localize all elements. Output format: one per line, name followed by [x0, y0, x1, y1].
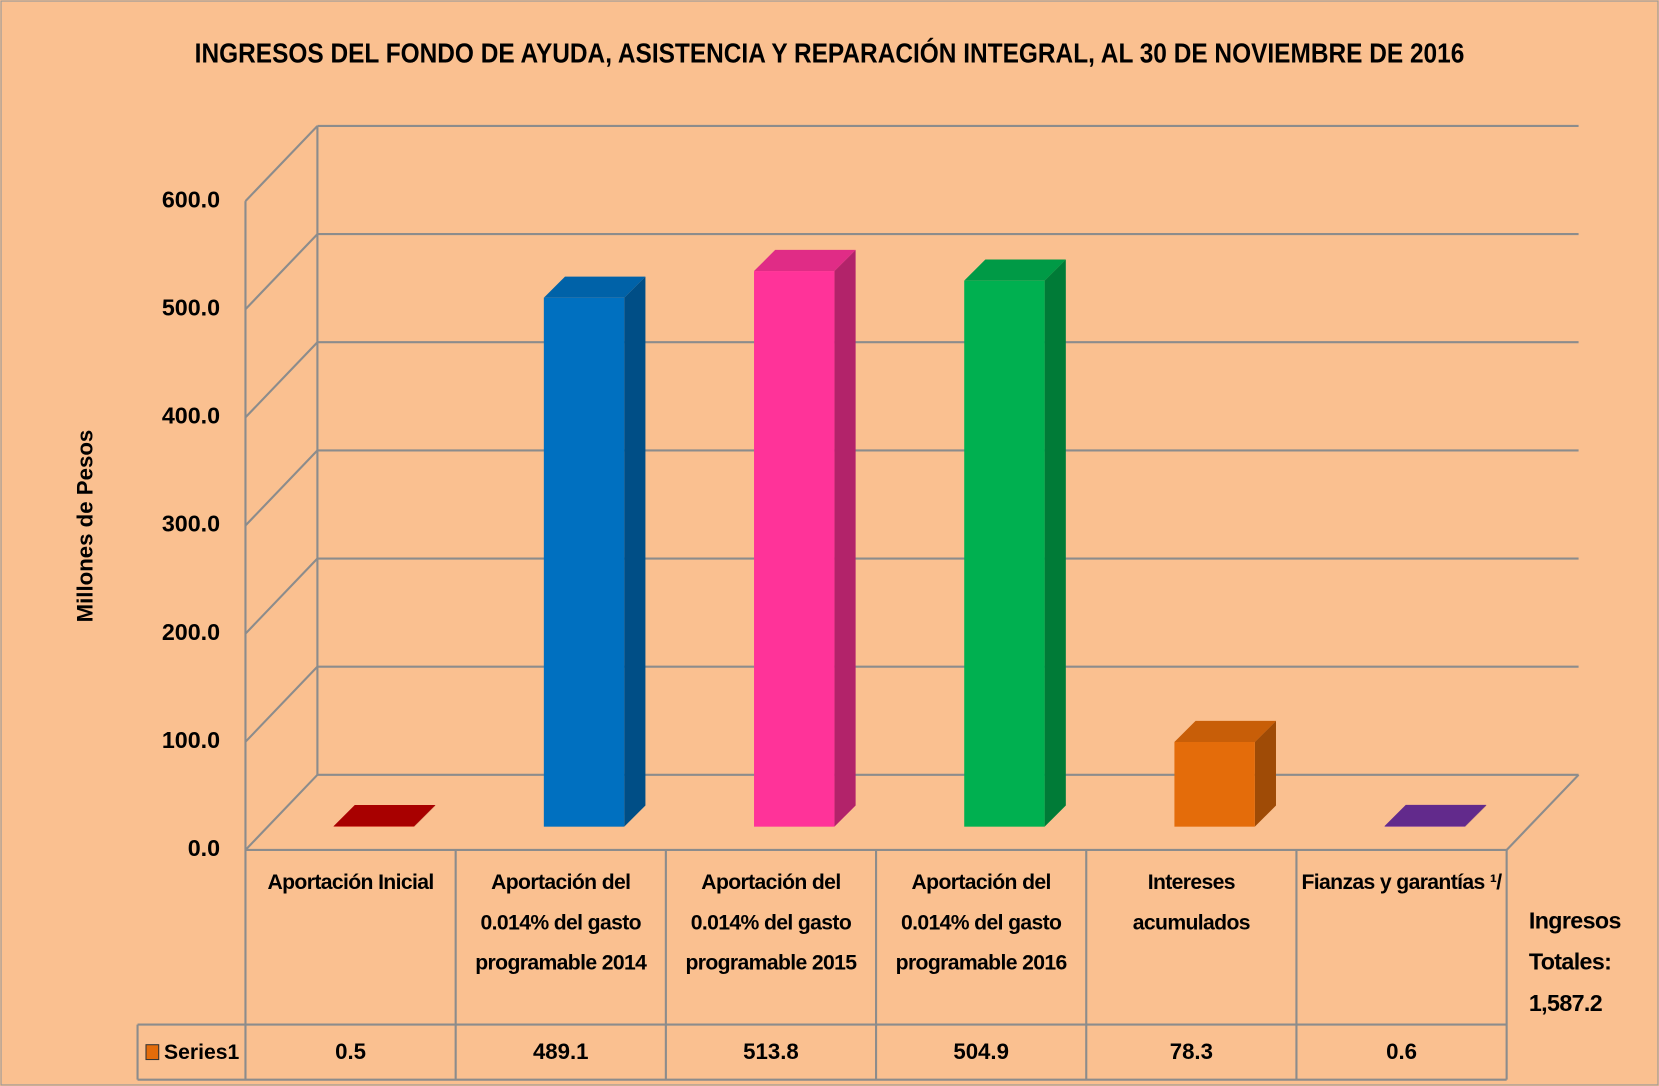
x-tick-label: Aportación Inicial: [267, 871, 434, 895]
y-tick-label: 0.0: [188, 835, 220, 861]
x-tick-label: Fianzas y garantías ¹/: [1301, 871, 1502, 895]
y-tick-label: 300.0: [162, 511, 220, 537]
x-tick-label-box: Aportación del 0.014% del gasto programa…: [475, 871, 647, 975]
bar-side-shade: [1465, 804, 1487, 827]
bar-top: [543, 276, 646, 298]
y-tick-label: 500.0: [162, 294, 220, 320]
grid-diagonal: [244, 557, 319, 635]
chart-title: INGRESOS DEL FONDO DE AYUDA, ASISTENCIA …: [195, 37, 1465, 68]
bar: [754, 271, 835, 827]
bar-side-shade: [624, 276, 646, 827]
value-label: 504.9: [953, 1039, 1009, 1064]
value-label: 0.6: [1386, 1039, 1417, 1064]
grid-diagonal: [244, 774, 319, 851]
x-tick-label-box: Aportación del 0.014% del gasto programa…: [685, 871, 857, 975]
bar-side: [1465, 804, 1487, 827]
bar-top-shade: [543, 276, 646, 298]
y-axis-label: Millones de Pesos: [73, 430, 98, 623]
legend-swatch: [145, 1044, 160, 1061]
legend-label: Series1: [164, 1041, 240, 1064]
y-tick-label: 600.0: [162, 186, 220, 212]
bar: [964, 280, 1045, 827]
bar-side-shade: [834, 249, 856, 827]
bar-top-shade: [1174, 720, 1276, 742]
x-tick-label-box: Aportación Inicial: [267, 871, 434, 895]
y-tick-label: 100.0: [162, 727, 220, 753]
bar: [333, 826, 415, 827]
y-tick-label: 200.0: [162, 619, 220, 645]
bar-top-shade: [1384, 804, 1487, 827]
grid-diagonal: [244, 341, 319, 419]
bar-side-shade: [1254, 720, 1276, 827]
bar-top: [1384, 804, 1487, 827]
x-tick-label-box: Aportación del 0.014% del gasto programa…: [895, 871, 1068, 975]
value-label: 489.1: [533, 1039, 589, 1064]
bar-top-shade: [964, 259, 1066, 281]
floor-right: [1505, 774, 1580, 851]
x-tick-label-box: Fianzas y garantías ¹/: [1301, 871, 1502, 895]
bar-top-shade: [754, 249, 856, 272]
bar: [543, 297, 625, 827]
grid-diagonal: [244, 125, 319, 202]
bar-side-shade: [1044, 259, 1066, 827]
bar-top-shade: [333, 804, 436, 827]
x-tick-label: Aportación del 0.014% del gasto programa…: [685, 871, 857, 975]
x-tick-label: Aportación del 0.014% del gasto programa…: [475, 871, 647, 975]
grid-diagonal: [244, 233, 319, 310]
bar-top: [333, 804, 436, 827]
value-label: 0.5: [335, 1039, 366, 1064]
bar-top: [964, 259, 1066, 281]
value-label: 78.3: [1170, 1039, 1213, 1064]
grid-diagonal: [244, 449, 319, 527]
bar: [1174, 741, 1255, 827]
annotation: Ingresos Totales: 1,587.2: [1528, 907, 1622, 1017]
annotation-box: Ingresos Totales: 1,587.2: [1528, 907, 1622, 1017]
bar-top: [754, 249, 856, 272]
bar-side: [1044, 259, 1066, 827]
bar: [1384, 826, 1466, 827]
x-tick-label: Intereses acumulados: [1132, 871, 1251, 935]
bar-side: [834, 249, 856, 827]
x-tick-label-box: Intereses acumulados: [1132, 871, 1251, 935]
grid-diagonal: [244, 665, 319, 743]
bar-side-shade: [414, 804, 436, 827]
bar-top: [1174, 720, 1276, 742]
bar-side: [624, 276, 646, 827]
bar-side: [414, 804, 436, 827]
x-tick-label: Aportación del 0.014% del gasto programa…: [895, 871, 1068, 975]
y-tick-label: 400.0: [162, 403, 220, 429]
bar-side: [1254, 720, 1276, 827]
value-label: 513.8: [743, 1039, 799, 1064]
